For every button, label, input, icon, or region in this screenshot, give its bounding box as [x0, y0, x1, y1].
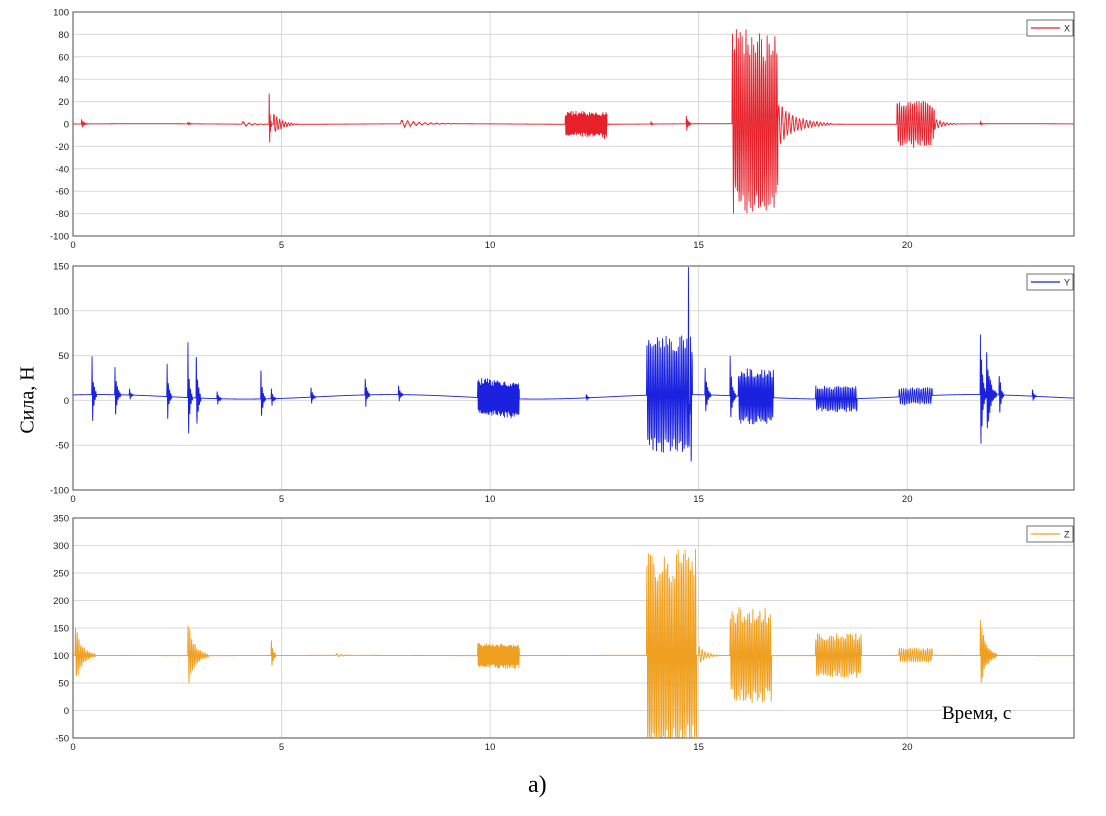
x-tick-label: 15: [693, 742, 704, 753]
chart-y: -100 -50 0 50 100 150 0 5 10 15 20 Y: [50, 262, 1075, 505]
y-axis-label-text: Сила, Н: [16, 366, 39, 434]
series-y-line: [73, 266, 1075, 462]
legend-label: Y: [1064, 278, 1070, 288]
plot-frame: [72, 517, 1075, 739]
x-tick-label: 10: [485, 494, 496, 505]
plot-frame: [72, 265, 1075, 491]
y-tick-label: -60: [55, 187, 69, 198]
y-tick-label: 100: [53, 651, 69, 662]
y-tick-label: 80: [58, 30, 69, 41]
y-tick-label: 250: [53, 569, 69, 580]
x-tick-label: 5: [279, 494, 284, 505]
x-tick-label: 0: [70, 742, 75, 753]
y-tick-label: -50: [55, 441, 69, 452]
x-tick-label: 5: [279, 742, 284, 753]
x-tick-label: 0: [70, 240, 75, 251]
legend-y: Y: [1026, 273, 1074, 291]
x-tick-label: 20: [902, 742, 913, 753]
x-tick-label: 15: [693, 494, 704, 505]
y-tick-label: 0: [64, 120, 69, 131]
y-tick-label: 40: [58, 75, 69, 86]
y-tick-label: 20: [58, 97, 69, 108]
x-tick-label: 10: [485, 742, 496, 753]
figure-caption: а): [528, 772, 547, 798]
y-tick-label: 0: [64, 706, 69, 717]
legend-z: Z: [1026, 525, 1074, 543]
x-tick-label: 0: [70, 494, 75, 505]
y-tick-label: -20: [55, 142, 69, 153]
legend-label: Z: [1064, 530, 1070, 540]
x-axis-label: Время, с: [942, 703, 1012, 725]
y-tick-label: 0: [64, 396, 69, 407]
y-tick-label: 200: [53, 596, 69, 607]
y-tick-label: -50: [55, 734, 69, 745]
y-tick-label: 60: [58, 52, 69, 63]
chart-x: -100 -80 -60 -40 -20 0 20 40 60 80 100 0 5 10 15 20 X: [50, 8, 1075, 251]
x-tick-label: 15: [693, 240, 704, 251]
y-tick-label: 100: [53, 306, 69, 317]
plot-area: [73, 266, 1074, 490]
series-x-line: [73, 29, 1074, 214]
legend-label: X: [1064, 24, 1070, 34]
y-tick-label: -40: [55, 164, 69, 175]
plot-frame: [72, 11, 1075, 237]
y-tick-label: -100: [50, 486, 69, 497]
y-tick-label: 350: [53, 514, 69, 525]
y-tick-label: 50: [58, 679, 69, 690]
y-axis-label: Сила, Н: [4, 300, 52, 500]
x-tick-label: 10: [485, 240, 496, 251]
y-tick-label: 50: [58, 351, 69, 362]
x-tick-label: 20: [902, 240, 913, 251]
y-tick-label: 150: [53, 624, 69, 635]
y-tick-label: -100: [50, 232, 69, 243]
y-tick-label: 300: [53, 541, 69, 552]
y-tick-label: 150: [53, 262, 69, 273]
y-tick-label: -80: [55, 209, 69, 220]
x-tick-label: 5: [279, 240, 284, 251]
x-tick-label: 20: [902, 494, 913, 505]
y-tick-label: 100: [53, 8, 69, 19]
legend-x: X: [1026, 19, 1074, 37]
series-z-line: [73, 549, 1074, 738]
